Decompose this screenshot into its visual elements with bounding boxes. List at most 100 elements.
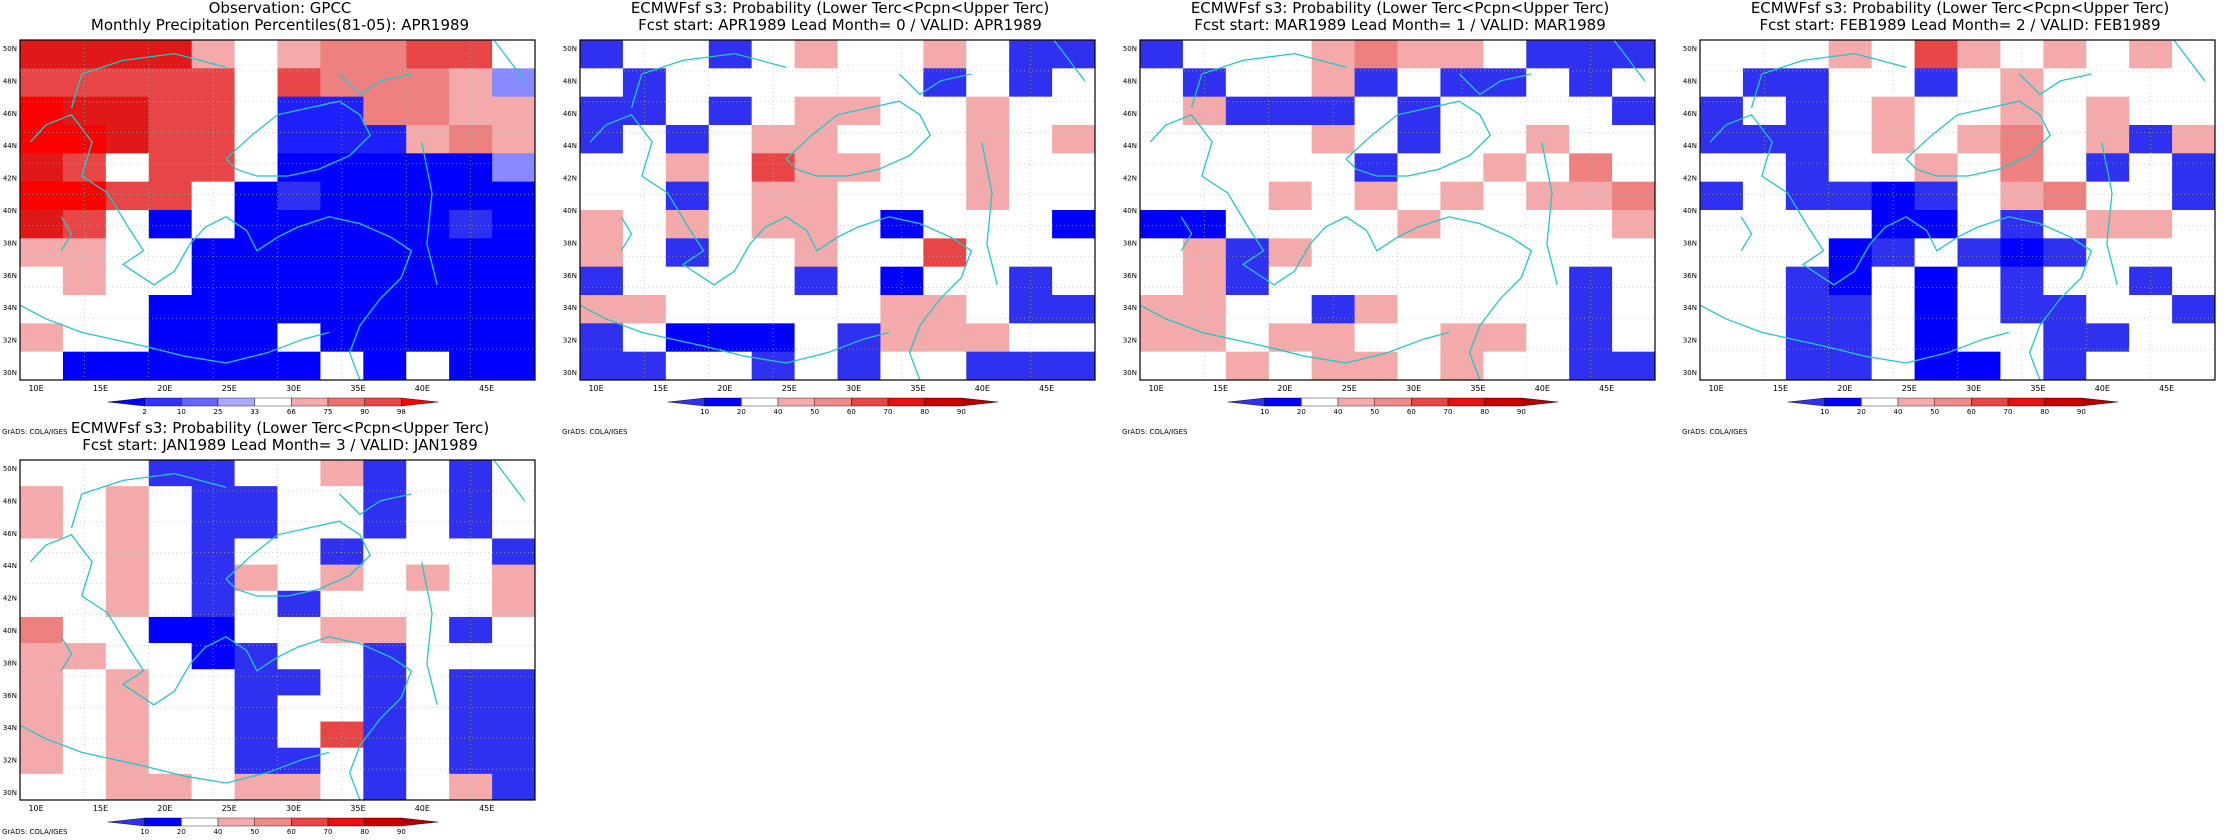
x-tick-label: 15E: [1773, 384, 1788, 393]
colorbar-label: 10: [1260, 408, 1269, 416]
grid-cell: [1871, 323, 1916, 353]
colorbar-segment: [814, 397, 852, 407]
grid-cell: [62, 721, 107, 749]
colorbar-segment: [327, 397, 365, 407]
grid-cell: [234, 153, 278, 183]
grid-cell: [2172, 40, 2216, 69]
y-tick-label: 44N: [563, 142, 577, 150]
colorbar-label: 50: [1930, 408, 1939, 416]
grid-cell: [1354, 40, 1398, 69]
coastline: [1345, 100, 1491, 177]
grid-cell: [1612, 238, 1656, 268]
grid-cell: [449, 323, 493, 353]
colorbar-segment: [327, 817, 365, 827]
y-tick-label: 34N: [3, 304, 17, 312]
colorbar-label: 70: [324, 828, 333, 836]
grid-cell: [1354, 295, 1398, 324]
grid-cell: [880, 266, 924, 296]
colorbar-segment: [181, 817, 219, 827]
grid-cell: [191, 538, 236, 566]
panel-forecast-lead2: ECMWFsf s3: Probability (Lower Terc<Pcpn…: [1680, 0, 2240, 436]
grid-cell: [1440, 153, 1484, 183]
grid-cell: [1700, 153, 1744, 183]
grid-cell: [234, 295, 278, 324]
grid-cell: [837, 238, 881, 268]
grid-cell: [1140, 40, 1184, 69]
grid-cell: [2043, 40, 2087, 69]
grid-cell: [1311, 323, 1356, 353]
grid-cell: [105, 351, 150, 381]
coastline: [981, 141, 998, 285]
grid-cell: [234, 40, 278, 69]
grid-cell: [492, 460, 536, 487]
grid-cell: [20, 721, 64, 749]
grid-cell: [1052, 125, 1096, 154]
coastlines: [1139, 39, 1646, 381]
colorbar-label: 80: [360, 828, 369, 836]
grid-cell: [1140, 181, 1184, 211]
grid-cell: [1140, 68, 1184, 98]
grid-cell: [1140, 351, 1184, 381]
y-tick-label: 36N: [1123, 272, 1137, 280]
grid-cell: [1483, 181, 1527, 211]
grid-cell: [751, 125, 796, 154]
grid-cell: [794, 238, 838, 268]
grid-cell: [2129, 266, 2173, 296]
grid-cell: [105, 590, 150, 618]
grid-cell: [1052, 210, 1096, 239]
grid-cell: [234, 181, 278, 211]
grid-cell: [1526, 96, 1570, 126]
map-plot: 10E 15E 20E 25E 30E 35E 40E 45E 50N 48N 46N 44N 42N 4…: [3, 459, 536, 836]
y-tick-label: 40N: [3, 207, 17, 215]
x-tick-label: 10E: [1148, 384, 1163, 393]
grid-cells: [1140, 40, 1656, 381]
grid-cell: [492, 238, 536, 268]
grid-cell: [1397, 181, 1441, 211]
grid-cell: [1311, 153, 1356, 183]
grid-cell: [20, 747, 64, 775]
map-frame: [19, 459, 536, 801]
grid-cell: [1785, 68, 1830, 98]
grid-cell: [1009, 295, 1053, 324]
coastline: [338, 73, 412, 96]
grid-cell: [492, 125, 536, 154]
map-frame: [19, 39, 536, 381]
grid-cell: [1742, 125, 1787, 154]
colorbar-label: 80: [2040, 408, 2049, 416]
grid-cell: [20, 210, 64, 239]
grid-cell: [2172, 153, 2216, 183]
colorbar-label: 20: [177, 828, 186, 836]
colorbar-label: 20: [1297, 408, 1306, 416]
colorbar-segment: [961, 397, 999, 407]
gridlines: [1140, 40, 1655, 380]
grid-cell: [2043, 68, 2087, 98]
grid-cell: [234, 773, 278, 801]
coastline: [338, 493, 412, 516]
grid-cell: [1483, 40, 1527, 69]
x-tick-label: 20E: [157, 384, 172, 393]
x-tick-label: 35E: [2030, 384, 2045, 393]
grid-cell: [406, 721, 450, 749]
colorbar-segment: [401, 397, 439, 407]
grid-cell: [20, 564, 64, 592]
grid-cell: [234, 616, 278, 644]
y-tick-label: 36N: [563, 272, 577, 280]
colorbar-label: 90: [2077, 408, 2086, 416]
grid-cell: [1225, 153, 1270, 183]
grid-cell: [449, 564, 493, 592]
colorbar-segment: [291, 817, 329, 827]
grid-cell: [837, 295, 881, 324]
grid-cell: [665, 181, 710, 211]
panel-title: ECMWFsf s3: Probability (Lower Terc<Pcpn…: [0, 420, 560, 454]
grid-cell: [20, 486, 64, 513]
grid-cell: [449, 747, 493, 775]
grid-cell: [105, 68, 150, 98]
x-tick-label: 30E: [1406, 384, 1421, 393]
grid-cell: [191, 125, 236, 154]
coastline: [225, 100, 371, 177]
grid-cell: [923, 125, 967, 154]
grid-cell: [1225, 68, 1270, 98]
grid-cell: [665, 238, 710, 268]
grid-cell: [320, 669, 364, 696]
grid-cell: [148, 669, 193, 696]
